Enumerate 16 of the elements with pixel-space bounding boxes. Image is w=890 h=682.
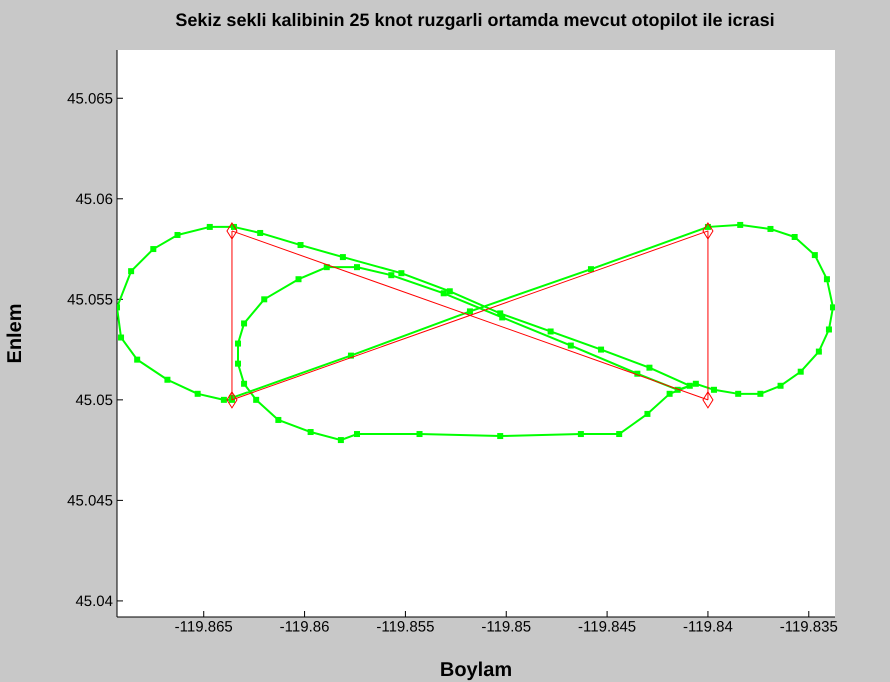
y-tick-label: 45.06 bbox=[75, 191, 113, 208]
x-tick-label: -119.845 bbox=[578, 618, 636, 636]
x-tick-label: -119.835 bbox=[780, 618, 838, 636]
y-tick-label: 45.055 bbox=[67, 292, 113, 309]
y-tick-label: 45.05 bbox=[75, 392, 113, 410]
x-axis-title: Boylam bbox=[440, 659, 512, 681]
y-tick-label: 45.045 bbox=[67, 492, 113, 510]
y-tick-label: 45.065 bbox=[67, 90, 113, 108]
x-tick-label: -119.86 bbox=[280, 618, 330, 636]
y-axis-title: Enlem bbox=[4, 303, 26, 364]
x-tick-label: -119.85 bbox=[481, 618, 532, 636]
x-tick-label: -119.84 bbox=[683, 618, 733, 636]
x-tick-label: -119.855 bbox=[376, 618, 434, 636]
chart-title: Sekiz sekli kalibinin 25 knot ruzgarli ortamda mevcut otopilot ile icrasi bbox=[174, 10, 776, 31]
y-tick-label: 45.04 bbox=[75, 593, 113, 610]
x-tick-label: -119.865 bbox=[174, 618, 233, 636]
